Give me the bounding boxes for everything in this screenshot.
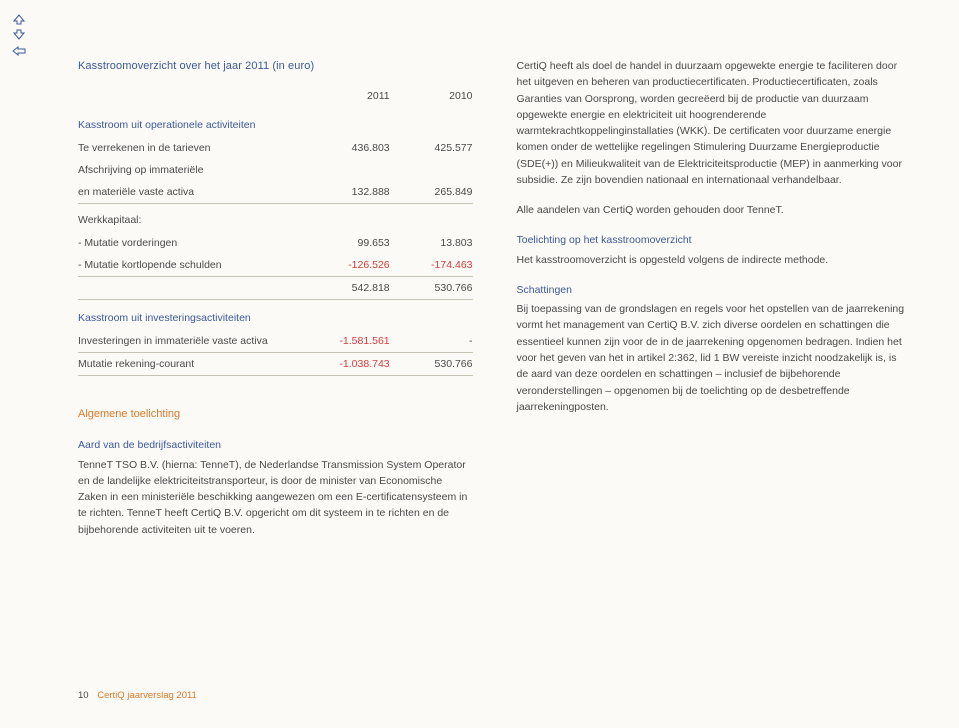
wkp-label: Werkkapitaal:	[78, 204, 307, 232]
general-heading: Algemene toelichting	[78, 406, 473, 423]
col-year-1: 2011	[307, 85, 390, 107]
right-para-1: CertiQ heeft als doel de handel in duurz…	[517, 58, 912, 188]
table-row: Te verrekenen in de tarieven 436.803 425…	[78, 137, 473, 159]
row-val: 530.766	[390, 352, 473, 375]
table-row: - Mutatie kortlopende schulden -126.526 …	[78, 254, 473, 277]
row-val: 436.803	[307, 137, 390, 159]
mutatie-row: Mutatie rekening-courant -1.038.743 530.…	[78, 352, 473, 375]
table-row: - Mutatie vorderingen 99.653 13.803	[78, 232, 473, 254]
right-column: CertiQ heeft als doel de handel in duurz…	[517, 58, 912, 542]
sub2-heading: Schattingen	[517, 282, 912, 298]
row-label: Afschrijving op immateriële	[78, 159, 307, 181]
cashflow-table: 2011 2010 Kasstroom uit operationele act…	[78, 85, 473, 376]
right-para-2: Alle aandelen van CertiQ worden gehouden…	[517, 202, 912, 218]
section-ops: Kasstroom uit operationele activiteiten	[78, 107, 473, 136]
row-label: en materiële vaste activa	[78, 181, 307, 204]
row-label: - Mutatie vorderingen	[78, 232, 307, 254]
aard-text: TenneT TSO B.V. (hierna: TenneT), de Ned…	[78, 457, 473, 538]
row-val: -1.038.743	[307, 352, 390, 375]
sub1-heading: Toelichting op het kasstroomoverzicht	[517, 232, 912, 248]
row-val: 132.888	[307, 181, 390, 204]
page-number: 10	[78, 690, 89, 701]
row-val: 425.577	[390, 137, 473, 159]
arrow-back-icon[interactable]	[10, 44, 28, 58]
arrow-down-icon[interactable]	[10, 28, 28, 42]
row-val: 99.653	[307, 232, 390, 254]
sub2-text: Bij toepassing van de grondslagen en reg…	[517, 301, 912, 415]
row-val: -174.463	[390, 254, 473, 277]
table-row: Afschrijving op immateriële	[78, 159, 473, 181]
table-row: en materiële vaste activa 132.888 265.84…	[78, 181, 473, 204]
row-label: - Mutatie kortlopende schulden	[78, 254, 307, 277]
row-val: -126.526	[307, 254, 390, 277]
row-label: Mutatie rekening-courant	[78, 352, 307, 375]
arrow-up-icon[interactable]	[10, 12, 28, 26]
page-nav-icons	[10, 12, 28, 58]
subtotal-val: 530.766	[390, 277, 473, 300]
table-row: Investeringen in immateriële vaste activ…	[78, 330, 473, 353]
page-content: Kasstroomoverzicht over het jaar 2011 (i…	[0, 0, 959, 542]
cashflow-title: Kasstroomoverzicht over het jaar 2011 (i…	[78, 58, 473, 75]
year-header-row: 2011 2010	[78, 85, 473, 107]
row-label: Te verrekenen in de tarieven	[78, 137, 307, 159]
row-label: Investeringen in immateriële vaste activ…	[78, 330, 307, 353]
page-footer: 10 CertiQ jaarverslag 2011	[78, 689, 197, 704]
col-year-2: 2010	[390, 85, 473, 107]
row-val: 13.803	[390, 232, 473, 254]
left-column: Kasstroomoverzicht over het jaar 2011 (i…	[78, 58, 473, 542]
row-val: -1.581.561	[307, 330, 390, 353]
ops-subtotal-row: 542.818 530.766	[78, 277, 473, 300]
row-val: 265.849	[390, 181, 473, 204]
section-inv: Kasstroom uit investeringsactiviteiten	[78, 300, 473, 330]
sub1-text: Het kasstroomoverzicht is opgesteld volg…	[517, 252, 912, 268]
aard-heading: Aard van de bedrijfsactiviteiten	[78, 437, 473, 453]
publication-name: CertiQ jaarverslag 2011	[97, 690, 197, 701]
row-val: -	[390, 330, 473, 353]
subtotal-val: 542.818	[307, 277, 390, 300]
